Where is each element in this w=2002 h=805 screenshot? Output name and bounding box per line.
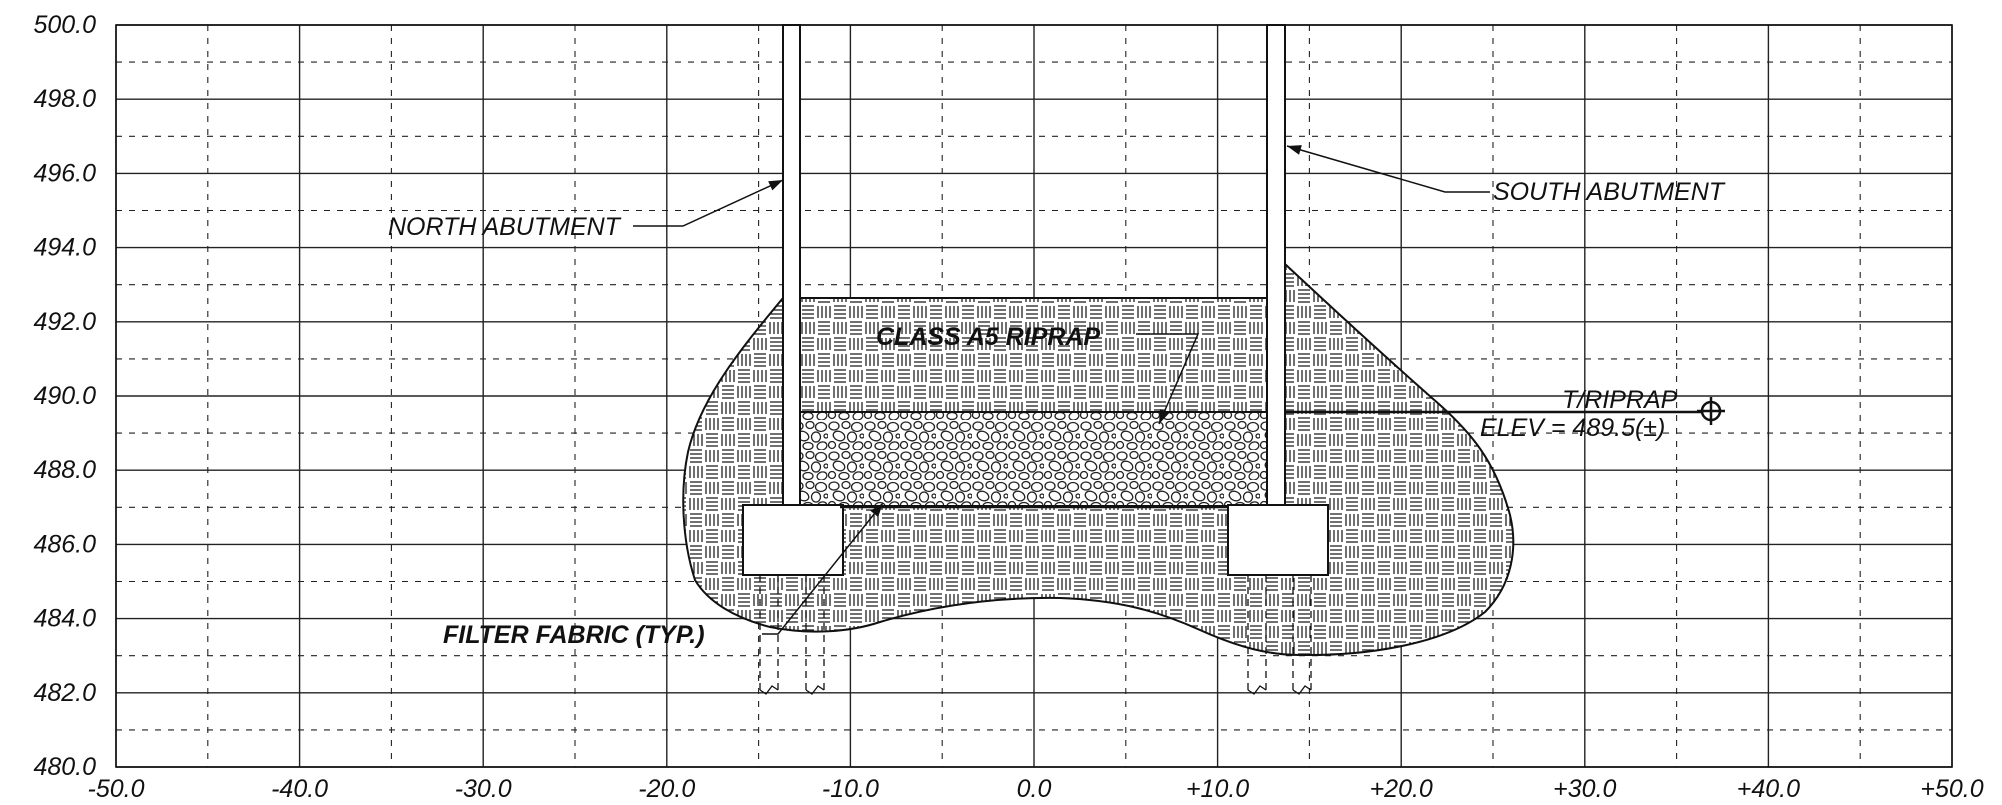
north-footing (742, 504, 844, 576)
x-tick-label: +40.0 (1737, 775, 1800, 803)
north-abutment-leader-arrowhead (768, 180, 783, 191)
north-abutment-leader (633, 179, 784, 227)
x-tick-label: 0.0 (1017, 775, 1052, 803)
x-tick-label: -50.0 (88, 775, 145, 803)
y-tick-label: 492.0 (33, 308, 96, 336)
y-tick-label: 486.0 (33, 530, 96, 558)
x-tick-label: -40.0 (271, 775, 328, 803)
leader-lines (633, 145, 1490, 635)
plot-frame (115, 24, 1953, 768)
south-footing (1227, 504, 1329, 576)
y-tick-label: 490.0 (33, 382, 96, 410)
filter-fabric-label: FILTER FABRIC (TYP.) (443, 621, 705, 649)
filter-fabric-leader-arrowhead (870, 503, 883, 518)
riprap-stone-block (799, 411, 1268, 507)
pile-break-symbol (759, 685, 779, 695)
x-tick-label: -10.0 (822, 775, 879, 803)
south-abutment-label: SOUTH ABUTMENT (1493, 178, 1726, 206)
south-abutment-leader-arrowhead (1287, 145, 1302, 155)
x-tick-label: +10.0 (1186, 775, 1249, 803)
riprap-leader (1136, 333, 1200, 425)
x-tick-label: +50.0 (1920, 775, 1983, 803)
y-tick-label: 498.0 (33, 85, 96, 113)
class-a5-riprap (799, 411, 1268, 507)
x-tick-label: -20.0 (638, 775, 695, 803)
axis-tick-labels: -50.0 -40.0 -30.0 -20.0 -10.0 0.0 +10.0 +20.0 +3… (33, 11, 1983, 803)
y-tick-label: 494.0 (33, 234, 96, 262)
y-tick-label: 500.0 (33, 11, 96, 39)
pile-break-symbol (1247, 685, 1267, 695)
filter-fabric-leader (762, 502, 884, 635)
south-abutment-wall (1266, 24, 1286, 508)
elevation-target-symbol (1697, 397, 1725, 425)
top-riprap-label: T/RIPRAP (1562, 386, 1678, 414)
x-tick-label: +30.0 (1553, 775, 1616, 803)
top-riprap-elev-label: ELEV = 489.5(±) (1480, 414, 1665, 442)
riprap-leader-arrowhead (1159, 409, 1170, 424)
class-a5-riprap-label: CLASS A5 RIPRAP (876, 323, 1100, 351)
north-abutment-wall (782, 24, 801, 508)
south-abutment-leader (1286, 145, 1490, 193)
x-tick-label: -30.0 (455, 775, 512, 803)
y-tick-label: 496.0 (33, 159, 96, 187)
pile-break-symbol (1292, 685, 1312, 695)
x-tick-label: +20.0 (1370, 775, 1433, 803)
y-tick-label: 484.0 (33, 605, 96, 633)
abutments-and-footings (742, 24, 1702, 695)
pile-break-symbol (805, 685, 825, 695)
y-tick-label: 480.0 (33, 753, 96, 781)
north-abutment-label: NORTH ABUTMENT (388, 213, 622, 241)
y-tick-label: 482.0 (33, 679, 96, 707)
y-tick-label: 488.0 (33, 456, 96, 484)
